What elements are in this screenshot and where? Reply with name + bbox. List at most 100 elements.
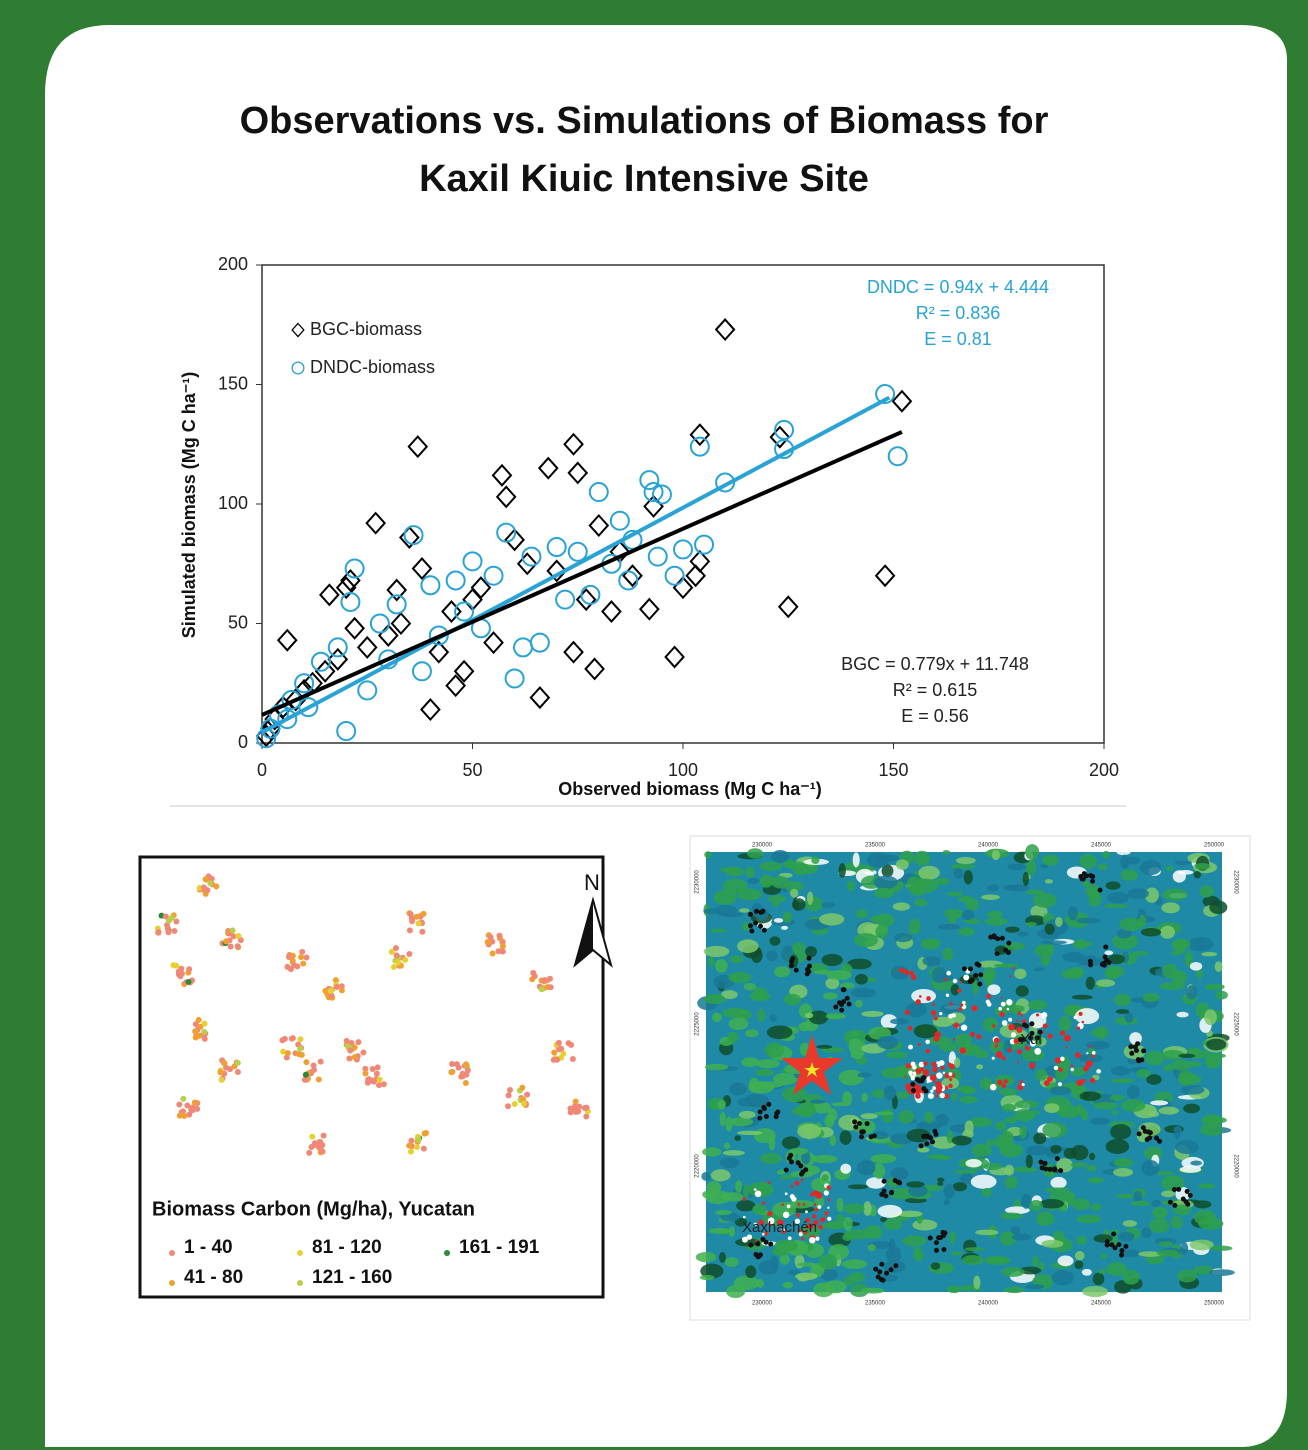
map-settlement bbox=[1086, 1052, 1088, 1054]
plot-dot bbox=[551, 1057, 557, 1063]
map-settlement bbox=[1008, 1024, 1015, 1031]
map-texture bbox=[1019, 1125, 1026, 1138]
map-texture bbox=[875, 1111, 894, 1115]
map-settlement bbox=[903, 969, 909, 975]
plot-dot bbox=[558, 1046, 564, 1052]
sample-plot bbox=[977, 963, 982, 968]
plot-dot bbox=[408, 911, 414, 917]
map-texture bbox=[1004, 885, 1017, 891]
map-texture bbox=[1079, 1091, 1101, 1101]
map-texture bbox=[1052, 1270, 1074, 1285]
map-texture bbox=[875, 925, 888, 939]
map-y-tick-label: 2230000 bbox=[695, 870, 701, 894]
map-texture bbox=[755, 1069, 774, 1076]
map-texture bbox=[792, 898, 806, 910]
map-texture bbox=[729, 1082, 747, 1095]
map-texture bbox=[1029, 1200, 1043, 1211]
map-settlement bbox=[994, 1037, 1000, 1043]
map-texture bbox=[1076, 918, 1101, 924]
map-settlement bbox=[915, 1093, 921, 1099]
map-settlement bbox=[767, 1211, 772, 1216]
map-settlement bbox=[970, 1032, 975, 1037]
map-texture bbox=[726, 1285, 745, 1298]
map-settlement bbox=[926, 996, 931, 1001]
map-texture bbox=[1128, 888, 1149, 899]
map-texture bbox=[792, 863, 809, 875]
map-texture bbox=[1114, 994, 1130, 1007]
map-texture bbox=[861, 1288, 885, 1294]
map-settlement bbox=[1000, 997, 1002, 999]
map-settlement bbox=[783, 1212, 789, 1218]
sample-plot bbox=[852, 1119, 857, 1124]
map-settlement bbox=[1081, 1021, 1084, 1024]
map-texture bbox=[807, 891, 813, 904]
map-texture bbox=[1086, 1165, 1096, 1171]
plot-dot bbox=[334, 984, 340, 990]
map-settlement bbox=[762, 1202, 765, 1205]
sample-plot bbox=[882, 1188, 887, 1193]
map-texture bbox=[1190, 1161, 1202, 1166]
plot-dot bbox=[556, 1040, 562, 1046]
map-texture bbox=[1150, 1100, 1168, 1105]
map-texture bbox=[1104, 904, 1128, 908]
sample-plot bbox=[748, 912, 753, 917]
map-texture bbox=[876, 913, 894, 927]
place-label: Xaxhachén bbox=[742, 1219, 817, 1236]
map-texture bbox=[782, 1136, 800, 1149]
map-settlement bbox=[946, 971, 951, 976]
map-texture bbox=[724, 1143, 730, 1150]
map-texture bbox=[1111, 1110, 1119, 1114]
map-settlement bbox=[953, 1022, 959, 1028]
map-texture bbox=[1094, 1102, 1118, 1110]
plot-dot bbox=[166, 918, 172, 924]
plot-dot bbox=[408, 1149, 414, 1155]
map-texture bbox=[1126, 857, 1141, 865]
map-texture bbox=[1160, 926, 1175, 939]
plot-dot bbox=[297, 1036, 303, 1042]
map-settlement bbox=[939, 1012, 942, 1015]
map-settlement bbox=[911, 1076, 915, 1080]
plot-dot bbox=[297, 1046, 303, 1052]
map-texture bbox=[813, 1282, 834, 1297]
sample-plot bbox=[762, 1106, 767, 1111]
plot-dot bbox=[171, 928, 177, 934]
plot-dot bbox=[524, 1092, 530, 1098]
map-texture bbox=[983, 967, 996, 981]
sample-plot bbox=[833, 1004, 838, 1009]
map-texture bbox=[1180, 1074, 1202, 1084]
map-texture bbox=[950, 1251, 962, 1255]
plot-dot bbox=[394, 952, 400, 958]
map-texture bbox=[976, 1064, 983, 1069]
map-texture bbox=[843, 1217, 852, 1231]
map-texture bbox=[1210, 1246, 1232, 1251]
map-settlement bbox=[905, 1010, 910, 1015]
map-texture bbox=[752, 1204, 766, 1214]
map-texture bbox=[757, 1009, 765, 1022]
plot-dot bbox=[203, 876, 209, 882]
plot-dot bbox=[176, 971, 182, 977]
map-texture bbox=[715, 1210, 732, 1215]
map-texture bbox=[848, 1184, 868, 1189]
plot-dot bbox=[299, 1052, 305, 1058]
map-settlement bbox=[953, 1038, 955, 1040]
map-texture bbox=[861, 1093, 868, 1103]
plot-dot bbox=[570, 1056, 576, 1062]
sample-plot bbox=[1080, 876, 1085, 881]
map-texture bbox=[765, 1042, 784, 1057]
map-settlement bbox=[913, 1071, 917, 1075]
map-texture bbox=[769, 1137, 776, 1151]
map-texture bbox=[956, 857, 976, 864]
y-tick-label: 100 bbox=[218, 493, 248, 513]
map-texture bbox=[917, 1147, 929, 1152]
map-texture bbox=[1198, 1183, 1215, 1189]
map-texture bbox=[730, 955, 743, 963]
map-settlement bbox=[931, 1010, 936, 1015]
map-texture bbox=[918, 866, 940, 880]
map-texture bbox=[836, 1214, 844, 1222]
map-texture bbox=[784, 994, 801, 1006]
sample-plot bbox=[1129, 1051, 1134, 1056]
map-y-tick-label: 2220000 bbox=[695, 1154, 701, 1178]
map-texture bbox=[728, 972, 751, 983]
map-settlement bbox=[824, 1190, 829, 1195]
map-texture bbox=[711, 1169, 731, 1181]
